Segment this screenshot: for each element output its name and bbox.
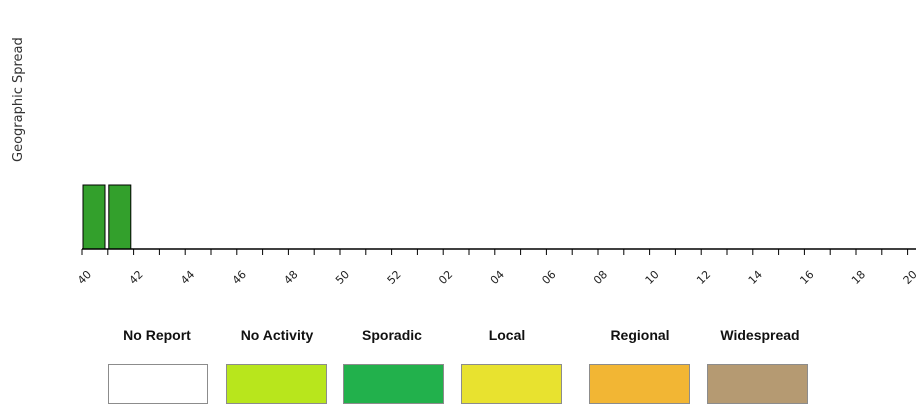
legend-swatch-regional (589, 364, 690, 404)
tick-label-04: 04 (488, 268, 507, 287)
legend-swatch-no-report (108, 364, 208, 404)
y-axis-label: Geographic Spread (11, 37, 26, 162)
tick-label-50: 50 (333, 268, 352, 287)
legend-swatch-widespread (707, 364, 808, 404)
tick-label-12: 12 (694, 268, 713, 287)
tick-label-16: 16 (797, 268, 816, 287)
legend-label-no-activity: No Activity (240, 327, 314, 343)
spread-chart: Geographic Spread 40 42 44 46 48 50 52 02 04 06 08… (11, 37, 917, 287)
legend-swatch-no-activity (226, 364, 327, 404)
legend-swatch-sporadic (343, 364, 444, 404)
tick-label-10: 10 (643, 268, 662, 287)
tick-label-18: 18 (849, 268, 868, 287)
tick-label-08: 08 (591, 268, 610, 287)
tick-label-14: 14 (746, 268, 765, 287)
tick-label-48: 48 (281, 268, 300, 287)
legend-label-sporadic: Sporadic (362, 327, 422, 343)
tick-label-52: 52 (385, 268, 404, 287)
tick-label-02: 02 (436, 268, 455, 287)
legend-label-widespread: Widespread (720, 327, 800, 343)
legend-label-no-report: No Report (123, 327, 191, 343)
tick-label-42: 42 (127, 268, 146, 287)
legend-label-regional: Regional (610, 327, 670, 343)
legend-label-local: Local (488, 327, 526, 343)
legend-swatch-local (461, 364, 562, 404)
tick-label-20: 20 (901, 268, 917, 287)
x-axis: 40 42 44 46 48 50 52 02 04 06 08 10 12 14 16 18 20 (75, 248, 917, 287)
bar-40 (82, 184, 106, 250)
tick-label-46: 46 (230, 268, 249, 287)
bar-41 (108, 184, 132, 250)
bars-group (82, 184, 132, 250)
tick-label-40: 40 (75, 268, 94, 287)
tick-label-44: 44 (178, 268, 197, 287)
tick-label-06: 06 (539, 268, 558, 287)
